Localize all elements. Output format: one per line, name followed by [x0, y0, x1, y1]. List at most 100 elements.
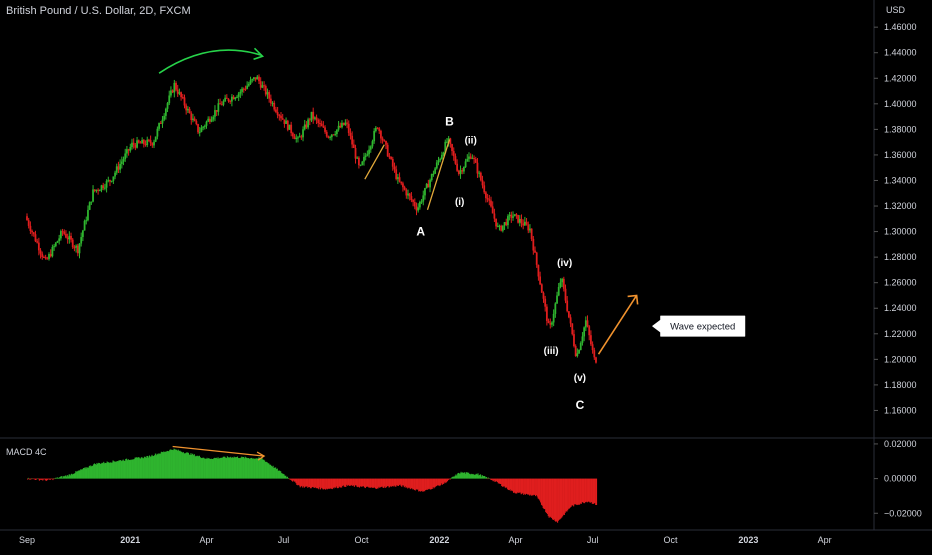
macd-bar [235, 457, 237, 479]
macd-bar [274, 467, 276, 479]
macd-bar [238, 458, 240, 479]
macd-bar [402, 478, 404, 486]
macd-bar [422, 478, 424, 492]
candle-body [76, 245, 79, 254]
macd-bar [181, 451, 183, 479]
candle-body [567, 311, 570, 318]
macd-bar [168, 451, 170, 479]
candle-body [173, 82, 176, 93]
macd-bar [354, 478, 356, 486]
macd-bar [262, 459, 264, 479]
candle-body [49, 254, 52, 257]
macd-bar [229, 457, 231, 479]
macd-bar [115, 461, 117, 479]
time-tick-label: Jul [278, 535, 290, 545]
macd-bar [457, 473, 459, 479]
chart-title: British Pound / U.S. Dollar, 2D, FXCM [6, 5, 191, 17]
macd-bar [437, 478, 439, 486]
macd-bar [438, 478, 440, 486]
candle-body [517, 214, 519, 223]
macd-bar [295, 478, 297, 484]
macd-bar [255, 458, 257, 479]
macd-bar [43, 478, 46, 480]
macd-bar [444, 478, 446, 482]
wave-label: (ii) [465, 135, 477, 146]
macd-bar [446, 478, 449, 482]
macd-bar [332, 478, 334, 488]
candle-body [432, 173, 435, 175]
candle-body [93, 189, 96, 191]
macd-bar [301, 478, 303, 486]
macd-bar [46, 478, 48, 481]
macd-bar [487, 477, 489, 479]
macd-bar [114, 461, 116, 479]
candle-body [388, 156, 391, 158]
candle-body [461, 170, 464, 172]
candle-body [158, 122, 160, 129]
macd-bar [57, 478, 59, 479]
macd-bar [202, 457, 204, 479]
candle-body [278, 115, 281, 117]
macd-bar [47, 478, 49, 480]
candle-body [36, 241, 39, 243]
macd-bar [572, 478, 574, 506]
macd-bar [331, 478, 333, 490]
macd-bar [287, 477, 289, 479]
macd-bar [330, 478, 333, 489]
candle-body [342, 122, 345, 125]
macd-bar [561, 478, 563, 518]
macd-bar [145, 457, 147, 479]
macd-bar [268, 463, 270, 479]
macd-bar [276, 468, 278, 479]
candle-body [186, 108, 189, 111]
macd-bar [496, 478, 498, 482]
candle-body [358, 157, 360, 166]
macd-bar [441, 478, 443, 485]
macd-bar [178, 451, 180, 479]
candle-body [532, 238, 535, 251]
macd-bar [457, 472, 460, 479]
macd-bar [413, 478, 415, 490]
macd-bar [61, 477, 63, 479]
macd-bar [150, 456, 152, 479]
macd-bar [166, 450, 168, 479]
trend-line [426, 139, 451, 211]
candle-body [288, 124, 291, 130]
candle-body [566, 300, 569, 312]
candle-body [349, 132, 352, 136]
macd-bar [33, 478, 35, 480]
macd-bar [515, 478, 517, 494]
macd-bar [419, 478, 421, 492]
macd-bar [131, 459, 133, 479]
candle-body [373, 130, 376, 142]
macd-histogram-group [27, 448, 598, 523]
macd-bar [371, 478, 373, 488]
macd-bar [51, 478, 53, 480]
candle-body [302, 129, 304, 138]
macd-bar [329, 478, 331, 489]
macd-bar [374, 478, 377, 489]
candle-body [573, 334, 575, 347]
candle-body [34, 234, 37, 242]
candle-body [100, 185, 103, 191]
macd-bar [216, 458, 218, 479]
candle-body [356, 157, 359, 159]
candle-body [479, 172, 482, 181]
macd-bar [540, 478, 542, 503]
macd-bar [195, 455, 197, 479]
arc-arrow [158, 49, 262, 74]
macd-bar [211, 458, 213, 479]
candle-body [285, 120, 287, 124]
candle-body [380, 130, 382, 139]
macd-bar [406, 478, 408, 488]
macd-bar [333, 478, 335, 489]
macd-bar [461, 472, 463, 479]
macd-bar [325, 478, 327, 489]
macd-bar [199, 457, 201, 479]
candle-body [556, 295, 558, 304]
candle-body [212, 116, 215, 120]
macd-bar [427, 478, 429, 489]
candle-body [273, 102, 276, 110]
macd-bar [183, 453, 185, 479]
